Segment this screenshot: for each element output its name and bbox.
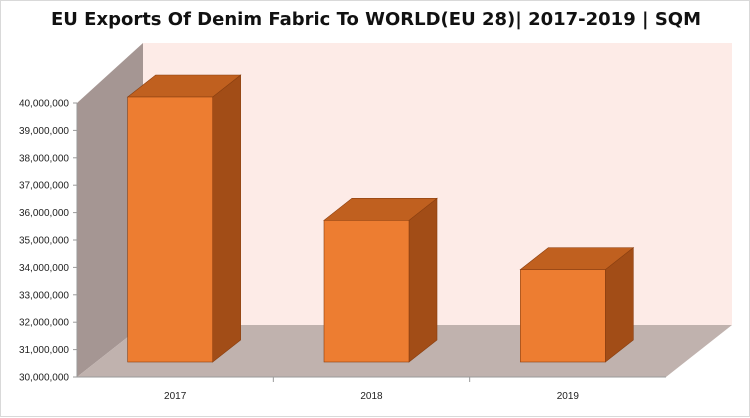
y-tick-label: 31,000,000 (19, 345, 69, 356)
bar-front-face (520, 269, 606, 363)
chart-title: EU Exports Of Denim Fabric To WORLD(EU 2… (50, 9, 702, 30)
y-tick-label: 40,000,000 (19, 99, 69, 110)
y-tick-label: 36,000,000 (19, 208, 69, 219)
bar-2019 (519, 247, 635, 363)
bar-2018 (323, 197, 438, 363)
side-wall (77, 43, 143, 377)
bar-front-face (127, 96, 213, 363)
bar-2017 (126, 74, 242, 363)
y-tick-label: 35,000,000 (19, 236, 69, 247)
bar-front-face (323, 220, 410, 363)
x-tick-label: 2019 (557, 391, 580, 402)
bar-side-face (212, 74, 241, 363)
y-tick-label: 39,000,000 (19, 126, 69, 137)
y-tick-label: 38,000,000 (19, 153, 69, 164)
x-tick-label: 2018 (360, 391, 383, 402)
y-tick-label: 34,000,000 (19, 263, 69, 274)
y-tick-label: 30,000,000 (19, 373, 69, 384)
y-tick-label: 32,000,000 (19, 318, 69, 329)
bar-side-face (408, 197, 438, 363)
x-tick-label: 2017 (164, 391, 187, 402)
y-tick-label: 33,000,000 (19, 290, 69, 301)
y-tick-label: 37,000,000 (19, 181, 69, 192)
